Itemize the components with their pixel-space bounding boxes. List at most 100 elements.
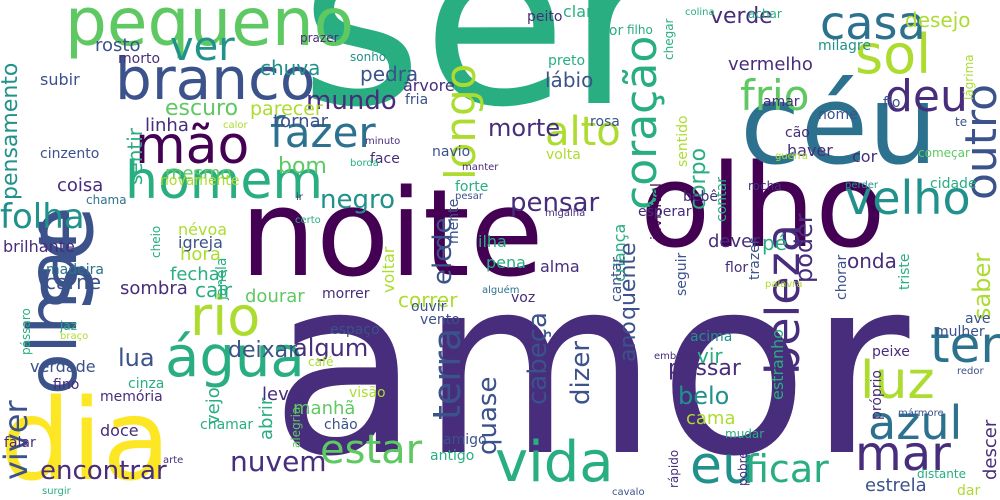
word-sentido: sentido <box>675 115 691 167</box>
word-onda: onda <box>847 249 897 273</box>
word-lua: lua <box>118 344 155 372</box>
word-brilhante: brilhante <box>3 237 75 256</box>
word-linha: linha <box>145 115 189 136</box>
word-mao: mão <box>135 116 250 176</box>
word-espaco: espaço <box>330 322 380 338</box>
word-verde: verde <box>710 4 773 29</box>
word-te: te <box>955 115 968 129</box>
word-visao: visão <box>349 385 386 401</box>
word-manter: manter <box>462 162 499 173</box>
word-dourar: dourar <box>245 286 305 307</box>
word-seguir: seguir <box>674 252 690 296</box>
word-fechar: fechar <box>170 264 228 285</box>
word-tornar: tornar <box>273 111 328 132</box>
word-mar: mar <box>855 426 951 482</box>
word-navio: navio <box>432 144 471 160</box>
word-cabeca: cabeça <box>523 312 553 405</box>
word-negro: negro <box>320 185 396 215</box>
word-azul: azul <box>868 396 963 450</box>
word-chao: chão <box>324 417 358 433</box>
word-pensar: pensar <box>510 188 600 218</box>
word-pedra: pedra <box>360 62 419 86</box>
word-forte: forte <box>455 179 489 195</box>
word-ouvir: ouvir <box>411 299 447 315</box>
word-colina: colina <box>685 7 715 18</box>
word-rosto: rosto <box>95 35 141 56</box>
word-chorar: chorar <box>834 254 850 300</box>
word-manha: manhã <box>293 398 356 419</box>
word-triste: triste <box>897 253 913 290</box>
word-comecar: começar <box>918 146 970 160</box>
word-peito: peito <box>527 9 563 25</box>
word-ter: ter <box>930 316 1000 374</box>
word-cair: cair <box>195 278 233 302</box>
word-cafe: café <box>308 355 334 369</box>
word-alto: alto <box>545 109 621 155</box>
word-prazer: prazer <box>300 31 339 45</box>
word-chegar: chegar <box>662 18 676 61</box>
word-falar: falar <box>4 435 36 451</box>
word-cama: cama <box>686 408 736 429</box>
word-belo: belo <box>678 382 730 410</box>
word-nome: nome <box>818 107 858 123</box>
word-rapido: rápido <box>667 449 681 488</box>
word-filho: filho <box>627 23 653 37</box>
word-pesar: pesar <box>455 191 483 202</box>
word-cidade: cidade <box>930 176 977 192</box>
word-haver: haver <box>787 141 833 160</box>
word-borda: borda <box>350 158 379 169</box>
word-jaz: jaz <box>60 319 77 333</box>
word-sol: sol <box>855 23 932 86</box>
word-janela: janela <box>214 257 230 300</box>
word-sentir: sentir <box>123 127 147 185</box>
word-achar: achar <box>748 7 782 21</box>
word-fria: fria <box>405 92 429 108</box>
word-labio: lábio <box>545 68 594 92</box>
word-morrer: morrer <box>322 286 370 302</box>
word-voz: voz <box>511 290 536 306</box>
word-homem: homem <box>125 151 324 211</box>
word-redor: redor <box>957 366 984 377</box>
word-mundo: mundo <box>306 86 397 116</box>
word-ver: ver <box>170 24 235 70</box>
word-morte: morte <box>488 114 561 142</box>
word-embaixo: embaixo <box>654 351 697 362</box>
word-ilha: ilha <box>478 232 507 251</box>
word-cor: cor <box>852 147 878 166</box>
word-chamar: chamar <box>200 417 254 433</box>
word-terra: terra <box>425 327 469 420</box>
word-rio: rio <box>190 285 261 348</box>
word-acima: acima <box>690 329 733 345</box>
word-alegria: alegria <box>289 406 303 448</box>
word-amor: amor <box>270 225 910 500</box>
word-pensamento: pensamento <box>0 62 23 200</box>
word-claro: claro <box>563 2 603 21</box>
word-estrela: estrela <box>865 475 927 496</box>
word-frio: frio <box>740 71 810 120</box>
word-verdade: verdade <box>30 357 96 376</box>
word-cantar: cantar <box>609 257 625 302</box>
word-alguem: alguém <box>482 285 520 296</box>
word-descer: descer <box>980 419 1000 480</box>
word-desejo: desejo <box>905 8 971 32</box>
word-voltar: voltar <box>379 246 398 293</box>
word-volta: volta <box>546 147 581 163</box>
word-rocha: rocha <box>748 179 782 193</box>
word-branco: branco <box>115 45 316 113</box>
word-braco: braço <box>60 331 89 342</box>
word-fazer: fazer <box>270 108 376 157</box>
word-luz: luz <box>860 351 935 411</box>
word-calor: calor <box>223 120 248 131</box>
word-dor: dor <box>600 23 624 39</box>
word-fino: fino <box>53 377 80 393</box>
word-surgir: surgir <box>42 486 71 497</box>
word-certo: certo <box>295 215 321 226</box>
word-estranho: estranho <box>768 329 787 400</box>
word-esperar: esperar <box>638 204 692 220</box>
word-estar: estar <box>320 427 423 473</box>
word-sombra: sombra <box>120 278 188 299</box>
word-bebe: bebê <box>683 189 718 205</box>
word-ser: ser <box>300 0 664 159</box>
word-pena: pena <box>486 253 526 272</box>
word-ir: ir <box>296 192 303 203</box>
